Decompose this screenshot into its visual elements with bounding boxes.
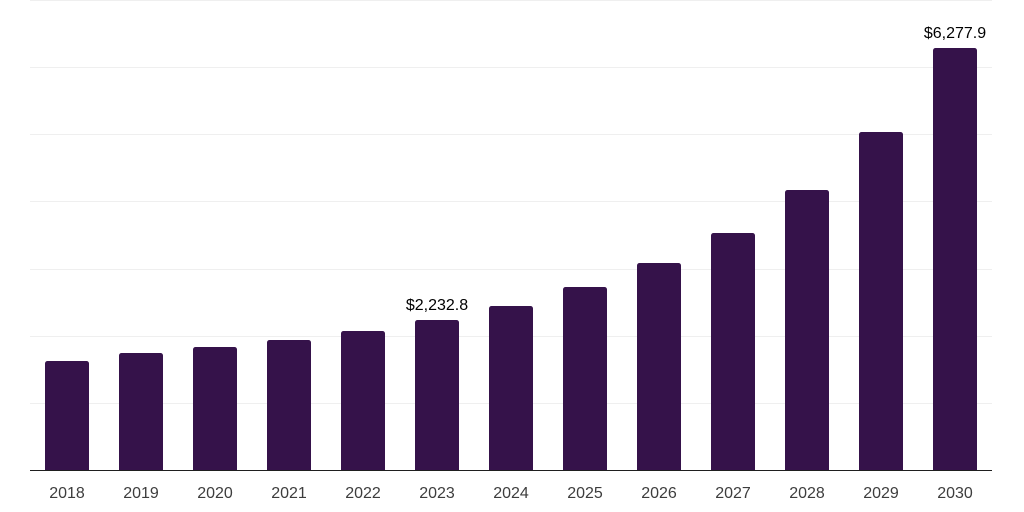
x-tick-label-2018: 2018 bbox=[49, 485, 85, 502]
gridline bbox=[30, 134, 992, 136]
bar-2018 bbox=[44, 361, 90, 470]
bar-2030 bbox=[932, 48, 978, 470]
bar-2025 bbox=[562, 287, 608, 470]
gridline bbox=[30, 0, 992, 1]
x-tick-label-2030: 2030 bbox=[937, 485, 973, 502]
x-tick-label-2025: 2025 bbox=[567, 485, 603, 502]
x-tick-label-2027: 2027 bbox=[715, 485, 751, 502]
bar-2020 bbox=[192, 347, 238, 470]
x-tick-label-2019: 2019 bbox=[123, 485, 159, 502]
plot-area: $2,232.8 $6,277.9 bbox=[30, 0, 992, 471]
x-tick-label-2026: 2026 bbox=[641, 485, 677, 502]
bar-2022 bbox=[340, 331, 386, 470]
x-tick-label-2021: 2021 bbox=[271, 485, 307, 502]
bar-2028 bbox=[784, 189, 830, 470]
gridline bbox=[30, 268, 992, 270]
data-label-2030: $6,277.9 bbox=[923, 25, 987, 43]
x-tick-label-2024: 2024 bbox=[493, 485, 529, 502]
bar-2029 bbox=[858, 131, 904, 470]
bar-2024 bbox=[488, 305, 534, 470]
x-tick-label-2020: 2020 bbox=[197, 485, 233, 502]
bar-2019 bbox=[118, 352, 164, 470]
x-tick-label-2022: 2022 bbox=[345, 485, 381, 502]
gridline bbox=[30, 67, 992, 69]
gridline bbox=[30, 201, 992, 203]
x-tick-label-2028: 2028 bbox=[789, 485, 825, 502]
bar-2021 bbox=[266, 340, 312, 470]
bar-2023 bbox=[414, 320, 460, 470]
x-tick-label-2029: 2029 bbox=[863, 485, 899, 502]
data-label-2023: $2,232.8 bbox=[405, 297, 469, 315]
x-tick-label-2023: 2023 bbox=[419, 485, 455, 502]
bar-2026 bbox=[636, 263, 682, 470]
bar-2027 bbox=[710, 233, 756, 470]
